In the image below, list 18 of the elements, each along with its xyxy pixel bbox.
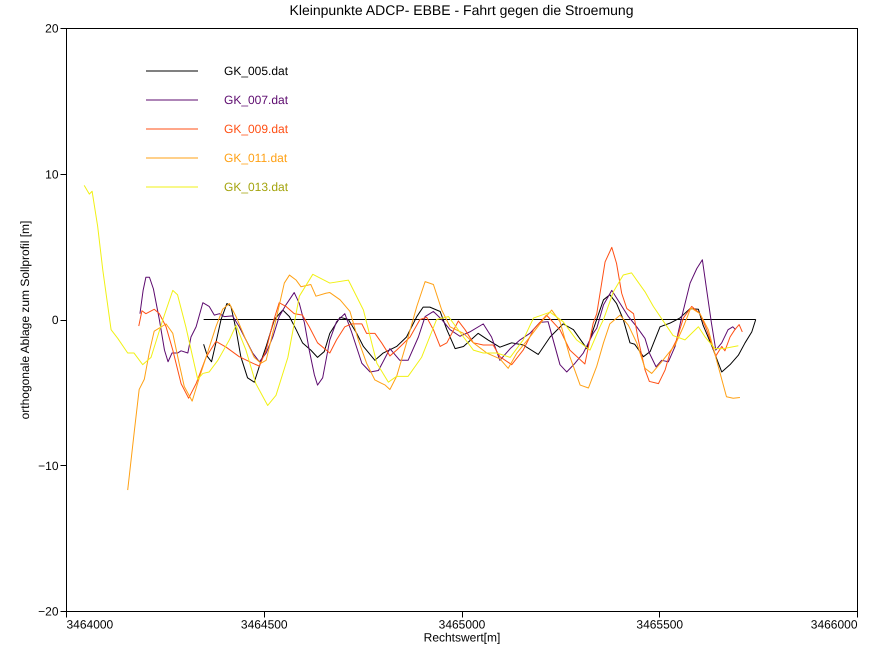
x-tick-label: 3466000 [810, 618, 858, 632]
y-tick-label: 10 [45, 167, 59, 182]
y-axis-title: orthogonale Ablage zum Sollprofil [m] [18, 220, 32, 420]
x-tick-label: 3464000 [66, 618, 114, 632]
x-tick-label: 3464500 [240, 618, 288, 632]
x-axis-title: Rechtswert[m] [424, 630, 500, 644]
legend-label: GK_013.dat [224, 180, 289, 194]
y-tick-label: −20 [38, 604, 59, 618]
x-tick-label: 3465500 [636, 618, 684, 632]
legend-label: GK_005.dat [224, 64, 289, 78]
x-tick-label: 3465000 [438, 618, 486, 632]
chart-title: Kleinpunkte ADCP- EBBE - Fahrt gegen die Stroemung [290, 2, 634, 18]
y-tick-label: −10 [38, 458, 59, 473]
legend-label: GK_007.dat [224, 93, 289, 107]
y-tick-label: 20 [45, 22, 59, 36]
y-tick-label: 0 [52, 313, 59, 327]
legend-label: GK_011.dat [224, 151, 288, 165]
legend-label: GK_009.dat [224, 122, 289, 136]
